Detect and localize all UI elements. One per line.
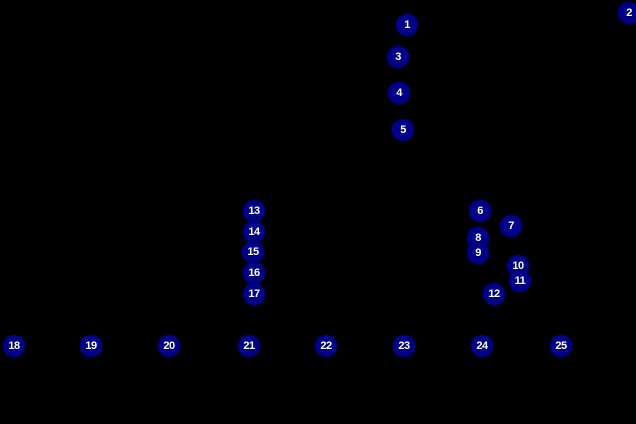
som-mark-21[interactable]: 21 [238,335,260,357]
som-mark-1[interactable]: 1 [396,14,418,36]
som-mark-4[interactable]: 4 [388,82,410,104]
som-mark-18[interactable]: 18 [3,335,25,357]
som-mark-22[interactable]: 22 [315,335,337,357]
som-mark-20[interactable]: 20 [158,335,180,357]
som-mark-13[interactable]: 13 [243,200,265,222]
som-mark-16[interactable]: 16 [243,262,265,284]
som-mark-5[interactable]: 5 [392,119,414,141]
som-mark-14[interactable]: 14 [243,221,265,243]
som-mark-15[interactable]: 15 [242,241,264,263]
som-mark-3[interactable]: 3 [387,46,409,68]
som-mark-19[interactable]: 19 [80,335,102,357]
som-mark-17[interactable]: 17 [243,283,265,305]
som-mark-9[interactable]: 9 [467,242,489,264]
som-mark-23[interactable]: 23 [393,335,415,357]
som-mark-7[interactable]: 7 [500,215,522,237]
som-mark-25[interactable]: 25 [550,335,572,357]
som-mark-11[interactable]: 11 [509,270,531,292]
som-mark-24[interactable]: 24 [471,335,493,357]
som-mark-2[interactable]: 2 [618,2,636,24]
som-mark-12[interactable]: 12 [483,283,505,305]
som-mark-6[interactable]: 6 [469,200,491,222]
